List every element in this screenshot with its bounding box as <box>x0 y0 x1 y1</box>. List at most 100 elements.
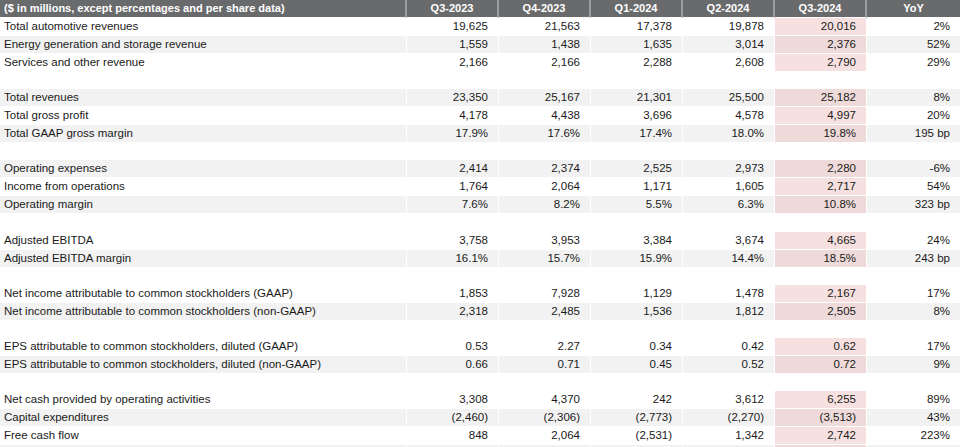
spacer-cell <box>0 143 407 160</box>
spacer-cell <box>591 321 683 338</box>
value-cell: 43% <box>867 409 960 427</box>
row-label: Net cash provided by operating activitie… <box>0 391 407 409</box>
table-row: Adjusted EBITDA3,7583,9533,3843,6744,665… <box>0 232 960 250</box>
value-cell: 2,414 <box>407 160 499 178</box>
spacer-cell <box>407 72 499 89</box>
spacer-cell <box>775 374 867 391</box>
table-row: Operating expenses2,4142,3742,5252,9732,… <box>0 160 960 178</box>
table-row: Adjusted EBITDA margin16.1%15.7%15.9%14.… <box>0 250 960 268</box>
row-label: Net income attributable to common stockh… <box>0 303 407 321</box>
row-label: EPS attributable to common stockholders,… <box>0 356 407 374</box>
value-cell: 2,525 <box>591 160 683 178</box>
value-cell: 1,342 <box>683 427 775 445</box>
spacer-cell <box>867 72 960 89</box>
value-cell-highlighted: 2,280 <box>775 160 867 178</box>
value-cell: 3,612 <box>683 391 775 409</box>
spacer-cell <box>775 143 867 160</box>
value-cell: (2,306) <box>499 409 591 427</box>
row-label: Energy generation and storage revenue <box>0 36 407 54</box>
table-row: Operating margin7.6%8.2%5.5%6.3%10.8%323… <box>0 196 960 214</box>
spacer-row <box>0 321 960 338</box>
table-row: Net income attributable to common stockh… <box>0 285 960 303</box>
value-cell: 2.27 <box>499 338 591 356</box>
header-units-label: ($ in millions, except percentages and p… <box>0 0 407 18</box>
value-cell: 1,536 <box>591 303 683 321</box>
spacer-cell <box>0 374 407 391</box>
spacer-cell <box>867 214 960 231</box>
value-cell: 2,166 <box>407 54 499 72</box>
row-label: Free cash flow <box>0 427 407 445</box>
spacer-cell <box>499 321 591 338</box>
value-cell: 19,878 <box>683 18 775 36</box>
row-label: Total gross profit <box>0 107 407 125</box>
table-row: Income from operations1,7642,0641,1711,6… <box>0 178 960 196</box>
value-cell: 195 bp <box>867 125 960 143</box>
spacer-cell <box>867 268 960 285</box>
value-cell: 7,928 <box>499 285 591 303</box>
value-cell-highlighted: 2,790 <box>775 54 867 72</box>
value-cell: 4,438 <box>499 107 591 125</box>
table-row: Net income attributable to common stockh… <box>0 303 960 321</box>
value-cell: 19,625 <box>407 18 499 36</box>
value-cell: 3,696 <box>591 107 683 125</box>
value-cell: 15.9% <box>591 250 683 268</box>
value-cell: 2,288 <box>591 54 683 72</box>
row-label: EPS attributable to common stockholders,… <box>0 338 407 356</box>
spacer-cell <box>499 268 591 285</box>
value-cell: 3,384 <box>591 232 683 250</box>
value-cell: 1,129 <box>591 285 683 303</box>
spacer-cell <box>867 321 960 338</box>
spacer-cell <box>407 214 499 231</box>
header-col-q2-2024: Q2-2024 <box>683 0 775 18</box>
value-cell: 2,166 <box>499 54 591 72</box>
row-label: Adjusted EBITDA margin <box>0 250 407 268</box>
spacer-row <box>0 143 960 160</box>
value-cell: 2,374 <box>499 160 591 178</box>
value-cell-highlighted: 2,717 <box>775 178 867 196</box>
spacer-cell <box>591 143 683 160</box>
value-cell: 1,764 <box>407 178 499 196</box>
spacer-cell <box>499 214 591 231</box>
value-cell: 3,674 <box>683 232 775 250</box>
header-col-q4-2023: Q4-2023 <box>499 0 591 18</box>
table-row: Net cash provided by operating activitie… <box>0 391 960 409</box>
value-cell: 17,378 <box>591 18 683 36</box>
spacer-cell <box>0 72 407 89</box>
row-label: Services and other revenue <box>0 54 407 72</box>
financial-summary-table: ($ in millions, except percentages and p… <box>0 0 960 447</box>
table-row: Total revenues23,35025,16721,30125,50025… <box>0 89 960 107</box>
value-cell: 0.42 <box>683 338 775 356</box>
value-cell: 9% <box>867 356 960 374</box>
value-cell: 3,953 <box>499 232 591 250</box>
value-cell: 3,308 <box>407 391 499 409</box>
spacer-cell <box>407 374 499 391</box>
table-row: Total automotive revenues19,62521,56317,… <box>0 18 960 36</box>
value-cell: 223% <box>867 427 960 445</box>
value-cell-highlighted: 6,255 <box>775 391 867 409</box>
table-row: Capital expenditures(2,460)(2,306)(2,773… <box>0 409 960 427</box>
table-row: EPS attributable to common stockholders,… <box>0 338 960 356</box>
value-cell: 20% <box>867 107 960 125</box>
spacer-cell <box>499 143 591 160</box>
spacer-cell <box>591 72 683 89</box>
value-cell-highlighted: (3,513) <box>775 409 867 427</box>
value-cell: 0.34 <box>591 338 683 356</box>
value-cell: 23,350 <box>407 89 499 107</box>
value-cell: 54% <box>867 178 960 196</box>
spacer-cell <box>0 214 407 231</box>
value-cell: (2,773) <box>591 409 683 427</box>
value-cell: 29% <box>867 54 960 72</box>
row-label: Total automotive revenues <box>0 18 407 36</box>
spacer-cell <box>591 374 683 391</box>
value-cell: 89% <box>867 391 960 409</box>
spacer-cell <box>499 374 591 391</box>
value-cell: 52% <box>867 36 960 54</box>
value-cell-highlighted: 10.8% <box>775 196 867 214</box>
row-label: Capital expenditures <box>0 409 407 427</box>
value-cell: (2,270) <box>683 409 775 427</box>
value-cell: 14.4% <box>683 250 775 268</box>
value-cell: 1,438 <box>499 36 591 54</box>
value-cell: 24% <box>867 232 960 250</box>
value-cell: 8.2% <box>499 196 591 214</box>
value-cell: 7.6% <box>407 196 499 214</box>
